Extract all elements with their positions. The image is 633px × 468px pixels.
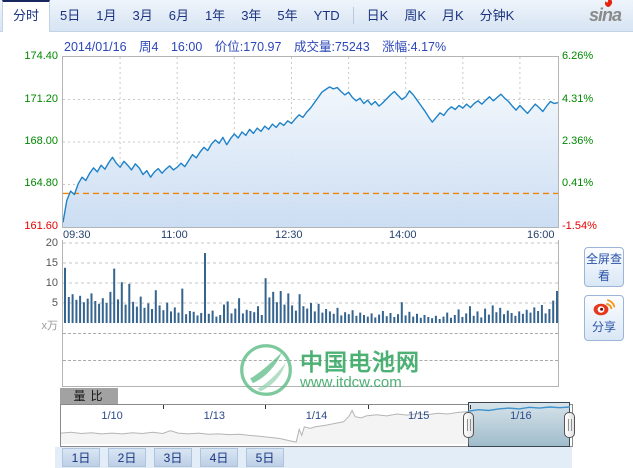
sina-flame-icon bbox=[604, 0, 613, 7]
percent-axis-label: 6.26% bbox=[562, 50, 594, 62]
sina-logo-text: sina bbox=[588, 5, 622, 25]
quote-change: 涨幅:4.17% bbox=[382, 40, 447, 54]
percent-axis-label: 0.41% bbox=[562, 177, 594, 189]
tab-2day[interactable]: 2日 bbox=[108, 448, 146, 467]
navigator-day-label: 1/10 bbox=[101, 410, 123, 422]
time-axis-label: 14:00 bbox=[389, 229, 417, 241]
quote-info-line: 2014/01/16 周4 16:00 价位:170.97 成交量:75243 … bbox=[64, 36, 455, 55]
tab-minute-k[interactable]: 分钟K bbox=[479, 8, 515, 23]
navigator-right-handle[interactable] bbox=[564, 412, 575, 438]
navigator-day-label: 1/15 bbox=[407, 410, 430, 422]
navigator-day-tick bbox=[163, 405, 165, 409]
quote-volume: 成交量:75243 bbox=[293, 40, 370, 54]
navigator-day-label: 1/14 bbox=[305, 410, 328, 422]
tab-1year[interactable]: 1年 bbox=[204, 8, 226, 23]
share-button-label: 分享 bbox=[591, 320, 616, 334]
time-axis-label: 09:30 bbox=[63, 229, 91, 241]
tab-3month[interactable]: 3月 bbox=[132, 8, 153, 23]
sina-logo[interactable]: sina bbox=[588, 0, 622, 26]
volume-chart-plot[interactable] bbox=[62, 240, 559, 324]
navigator-day-tick bbox=[469, 405, 471, 409]
weibo-icon bbox=[593, 299, 616, 316]
volume-axis-label: 5 bbox=[51, 297, 58, 309]
volume-ratio-indicator-button[interactable]: 量比 bbox=[60, 388, 118, 405]
percent-axis-label: -1.54% bbox=[562, 220, 597, 232]
time-axis-label: 11:00 bbox=[161, 229, 188, 241]
volume-axis-label: 20 bbox=[45, 237, 58, 249]
volume-axis-label: 15 bbox=[45, 257, 58, 269]
tab-ytd[interactable]: YTD bbox=[313, 8, 340, 23]
quote-date: 2014/01/16 bbox=[64, 40, 127, 54]
indicator-gridline bbox=[63, 360, 558, 361]
tab-5day-range[interactable]: 5日 bbox=[246, 448, 284, 467]
price-chart-plot[interactable] bbox=[62, 56, 559, 228]
time-axis-label: 12:30 bbox=[275, 229, 303, 241]
tab-daily-k[interactable]: 日K bbox=[366, 8, 389, 23]
price-axis-label: 171.20 bbox=[24, 93, 58, 105]
tab-3day[interactable]: 3日 bbox=[154, 448, 192, 467]
fullscreen-button[interactable]: 全屏查看 bbox=[584, 247, 624, 287]
tab-1day[interactable]: 1日 bbox=[62, 448, 100, 467]
indicator-panel[interactable] bbox=[62, 323, 559, 387]
volume-chart bbox=[63, 242, 558, 323]
navigator-day-tick bbox=[367, 405, 369, 409]
percent-axis-label: 2.36% bbox=[562, 135, 594, 147]
quote-price: 价位:170.97 bbox=[214, 40, 282, 54]
volume-unit-label: x万 bbox=[41, 320, 59, 332]
tab-5year[interactable]: 5年 bbox=[277, 8, 298, 23]
tab-6month[interactable]: 6月 bbox=[168, 8, 189, 23]
day-range-tab-bar: 1日 2日 3日 4日 5日 bbox=[55, 447, 572, 468]
tab-minute[interactable]: 分时 bbox=[2, 0, 51, 32]
tab-5day[interactable]: 5日 bbox=[60, 8, 81, 23]
indicator-gridline bbox=[63, 333, 558, 334]
period-tab-bar: 分时 5日 1月 3月 6月 1年 3年 5年 YTD 日K 周K 月K 分钟K… bbox=[0, 0, 633, 32]
navigator-day-tick bbox=[265, 405, 267, 409]
percent-axis-label: 4.31% bbox=[562, 93, 594, 105]
price-axis-label: 164.80 bbox=[24, 177, 58, 189]
tab-weekly-k[interactable]: 周K bbox=[404, 8, 426, 23]
tab-monthly-k[interactable]: 月K bbox=[442, 8, 464, 23]
share-button[interactable]: 分享 bbox=[584, 295, 624, 341]
quote-weekday: 周4 bbox=[139, 40, 159, 54]
navigator-left-handle[interactable] bbox=[463, 412, 474, 438]
nav-divider bbox=[352, 7, 354, 24]
fullscreen-button-label: 全屏查看 bbox=[585, 252, 622, 283]
price-axis-label: 174.40 bbox=[24, 50, 58, 62]
tab-1month[interactable]: 1月 bbox=[96, 8, 117, 23]
tab-3year[interactable]: 3年 bbox=[241, 8, 262, 23]
volume-axis-label: 10 bbox=[45, 277, 58, 289]
time-axis-label: 16:00 bbox=[527, 229, 555, 241]
price-axis-label: 168.00 bbox=[24, 135, 58, 147]
quote-time: 16:00 bbox=[170, 40, 203, 54]
navigator-day-label: 1/16 bbox=[510, 410, 532, 422]
navigator-day-label: 1/13 bbox=[203, 410, 226, 422]
date-range-navigator[interactable]: 1/10 1/13 1/14 1/15 1/16 bbox=[60, 402, 575, 447]
price-axis-label: 161.60 bbox=[24, 220, 58, 232]
tab-4day[interactable]: 4日 bbox=[200, 448, 238, 467]
navigator-chart bbox=[61, 406, 570, 444]
price-chart bbox=[62, 57, 559, 228]
